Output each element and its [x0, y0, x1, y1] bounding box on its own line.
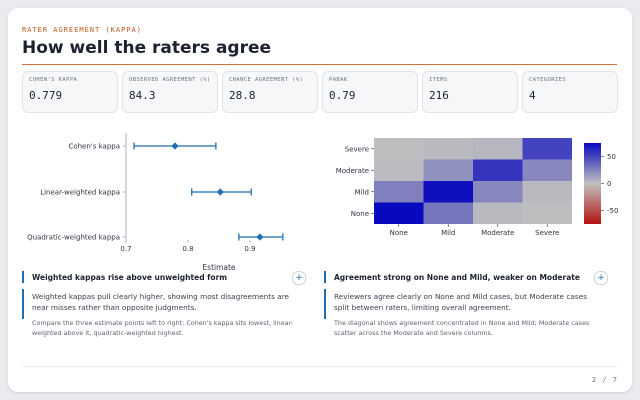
- eyebrow-label: RATER AGREEMENT (KAPPA): [22, 26, 142, 34]
- stat-card-observed-agreement: OBSERVED AGREEMENT (%) 84.3: [122, 71, 218, 113]
- x-tick-label: 0.7: [120, 245, 131, 253]
- stat-label: COHEN'S KAPPA: [29, 77, 78, 83]
- expand-icon[interactable]: +: [292, 271, 306, 285]
- stat-value: 84.3: [129, 89, 156, 102]
- stat-value: 0.779: [29, 89, 63, 102]
- stat-label: CATEGORIES: [529, 77, 567, 83]
- heatmap-cell: [473, 138, 523, 160]
- heatmap-cell: [522, 138, 572, 160]
- stat-value: 216: [429, 89, 449, 102]
- note-detail: The diagonal shows agreement concentrate…: [334, 319, 590, 337]
- heatmap-cell: [522, 159, 572, 181]
- heatmap-cell: [423, 159, 473, 181]
- colorbar-tick-label: 0: [607, 180, 611, 188]
- page-indicator[interactable]: 2 / 7: [591, 376, 618, 384]
- x-tick-label: 0.9: [244, 245, 255, 253]
- note-lead: Weighted kappas pull clearly higher, sho…: [32, 292, 290, 312]
- stat-label: OBSERVED AGREEMENT (%): [129, 77, 211, 83]
- stat-card-chance-agreement: CHANCE AGREEMENT (%) 28.8: [222, 71, 318, 113]
- insight-note-diagonal: Agreement strong on None and Mild, weake…: [324, 271, 608, 361]
- stat-value: 0.79: [329, 89, 356, 102]
- slide-card: RATER AGREEMENT (KAPPA) How well the rat…: [8, 8, 632, 392]
- y-tick-label: Severe: [345, 145, 369, 153]
- note-lead: Reviewers agree clearly on None and Mild…: [334, 292, 587, 312]
- note-detail: Compare the three estimate points left t…: [32, 319, 294, 337]
- title-rule: [22, 64, 617, 65]
- note-heading: Agreement strong on None and Mild, weake…: [334, 273, 580, 282]
- heatmap-cell: [374, 181, 424, 203]
- estimate-point: [216, 188, 224, 196]
- footer-divider: [22, 366, 617, 367]
- insight-note-weighted: Weighted kappas rise above unweighted fo…: [22, 271, 306, 361]
- stat-label: CHANCE AGREEMENT (%): [229, 77, 304, 83]
- stat-label: ITEMS: [429, 77, 448, 83]
- note-accent-bar: [324, 271, 326, 283]
- stat-value: 4: [529, 89, 536, 102]
- heatmap-cell: [473, 202, 523, 224]
- stat-card-pabak: PABAK 0.79: [322, 71, 418, 113]
- heatmap-cell: [374, 138, 424, 160]
- stat-card-categories: CATEGORIES 4: [522, 71, 618, 113]
- stats-row: COHEN'S KAPPA 0.779 OBSERVED AGREEMENT (…: [22, 71, 619, 113]
- heatmap-cell: [423, 138, 473, 160]
- agreement-heatmap: Severe Moderate Mild None None Mild Moderate Se…: [336, 138, 618, 237]
- stat-value: 28.8: [229, 89, 256, 102]
- x-tick-label: Moderate: [481, 229, 514, 237]
- colorbar: [584, 143, 601, 224]
- note-accent-bar: [22, 271, 24, 283]
- estimate-point: [256, 233, 264, 241]
- heatmap-cell: [473, 159, 523, 181]
- note-accent-bar: [324, 289, 326, 319]
- y-tick-label: Mild: [355, 188, 369, 196]
- x-tick-label: 0.8: [182, 245, 193, 253]
- stat-card-cohens-kappa: COHEN'S KAPPA 0.779: [22, 71, 118, 113]
- stat-card-items: ITEMS 216: [422, 71, 518, 113]
- y-tick-label: None: [351, 210, 369, 218]
- note-accent-bar: [22, 289, 24, 319]
- x-tick-label: None: [390, 229, 408, 237]
- page-title: How well the raters agree: [22, 38, 272, 58]
- heatmap-cell: [522, 181, 572, 203]
- y-tick-label: Moderate: [336, 167, 369, 175]
- y-tick-label: Quadratic-weighted kappa: [27, 234, 120, 242]
- heatmap-cell: [423, 202, 473, 224]
- y-tick-label: Linear-weighted kappa: [40, 189, 120, 197]
- heatmap-cell: [374, 159, 424, 181]
- x-axis-label: Estimate: [202, 263, 236, 272]
- estimate-point: [171, 142, 179, 150]
- y-tick-label: Cohen's kappa: [68, 143, 120, 151]
- x-tick-label: Severe: [535, 229, 559, 237]
- note-heading: Weighted kappas rise above unweighted fo…: [32, 273, 228, 282]
- heatmap-cell: [473, 181, 523, 203]
- expand-icon[interactable]: +: [594, 271, 608, 285]
- colorbar-tick-label: -50: [607, 207, 618, 215]
- heatmap-cell: [522, 202, 572, 224]
- x-tick-label: Mild: [441, 229, 455, 237]
- colorbar-tick-label: 50: [607, 153, 616, 161]
- stat-label: PABAK: [329, 77, 348, 83]
- forest-plot: Cohen's kappa Linear-weighted kappa Quadra…: [27, 133, 284, 272]
- heatmap-cell: [423, 181, 473, 203]
- heatmap-cell: [374, 202, 424, 224]
